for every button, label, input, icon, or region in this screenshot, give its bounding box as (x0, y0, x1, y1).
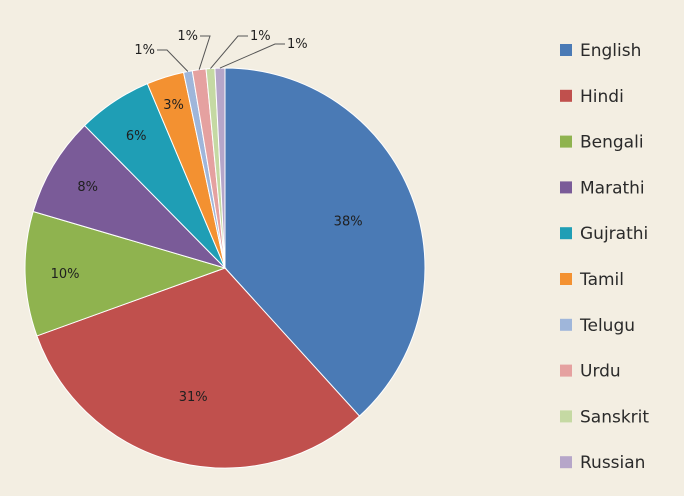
data-label-telugu: 1% (134, 43, 155, 58)
pie-labels: 38% 31% 10% 8% 6% 3% 1% 1% 1% 1% (51, 29, 363, 405)
pie-slices (24, 67, 426, 469)
legend-label-sanskrit: Sanskrit (580, 407, 649, 427)
legend-label-hindi: Hindi (580, 87, 624, 107)
legend-swatch-russian (560, 456, 572, 469)
data-label-marathi: 8% (77, 180, 98, 195)
legend-swatch-marathi (560, 181, 572, 194)
legend-label-bengali: Bengali (580, 133, 644, 153)
data-label-urdu: 1% (177, 29, 198, 44)
legend-swatch-hindi (560, 89, 572, 102)
legend-swatch-telugu (560, 318, 572, 331)
legend-label-english: English (580, 41, 641, 61)
slice-hindi (36, 267, 361, 469)
legend-label-marathi: Marathi (580, 178, 645, 198)
legend-swatch-urdu (560, 364, 572, 377)
legend-swatch-english (560, 44, 572, 56)
data-label-sanskrit: 1% (250, 29, 271, 44)
leader-line-russian (219, 43, 285, 69)
legend-label-russian: Russian (580, 453, 645, 473)
slice-bengali (24, 210, 227, 337)
data-label-bengali: 10% (51, 267, 80, 282)
slice-english (224, 67, 426, 417)
legend: English Hindi Bengali Marathi Gujrathi Tamil T… (560, 41, 649, 473)
legend-swatch-sanskrit (560, 410, 572, 423)
leader-line-telugu (157, 49, 189, 72)
leader-line-sanskrit (210, 35, 248, 69)
legend-label-tamil: Tamil (579, 270, 624, 290)
data-label-russian: 1% (287, 37, 308, 52)
leader-line-urdu (198, 35, 211, 70)
legend-swatch-tamil (560, 273, 572, 285)
slice-russian (214, 67, 226, 269)
legend-label-telugu: Telugu (579, 316, 635, 336)
data-label-tamil: 3% (163, 98, 184, 113)
legend-label-urdu: Urdu (580, 362, 621, 382)
legend-swatch-bengali (560, 135, 572, 148)
legend-swatch-gujrathi (560, 227, 572, 240)
data-label-english: 38% (334, 214, 363, 229)
data-label-hindi: 31% (179, 390, 208, 405)
legend-label-gujrathi: Gujrathi (580, 224, 648, 244)
data-label-gujrathi: 6% (126, 129, 147, 144)
slice-marathi (32, 124, 227, 270)
